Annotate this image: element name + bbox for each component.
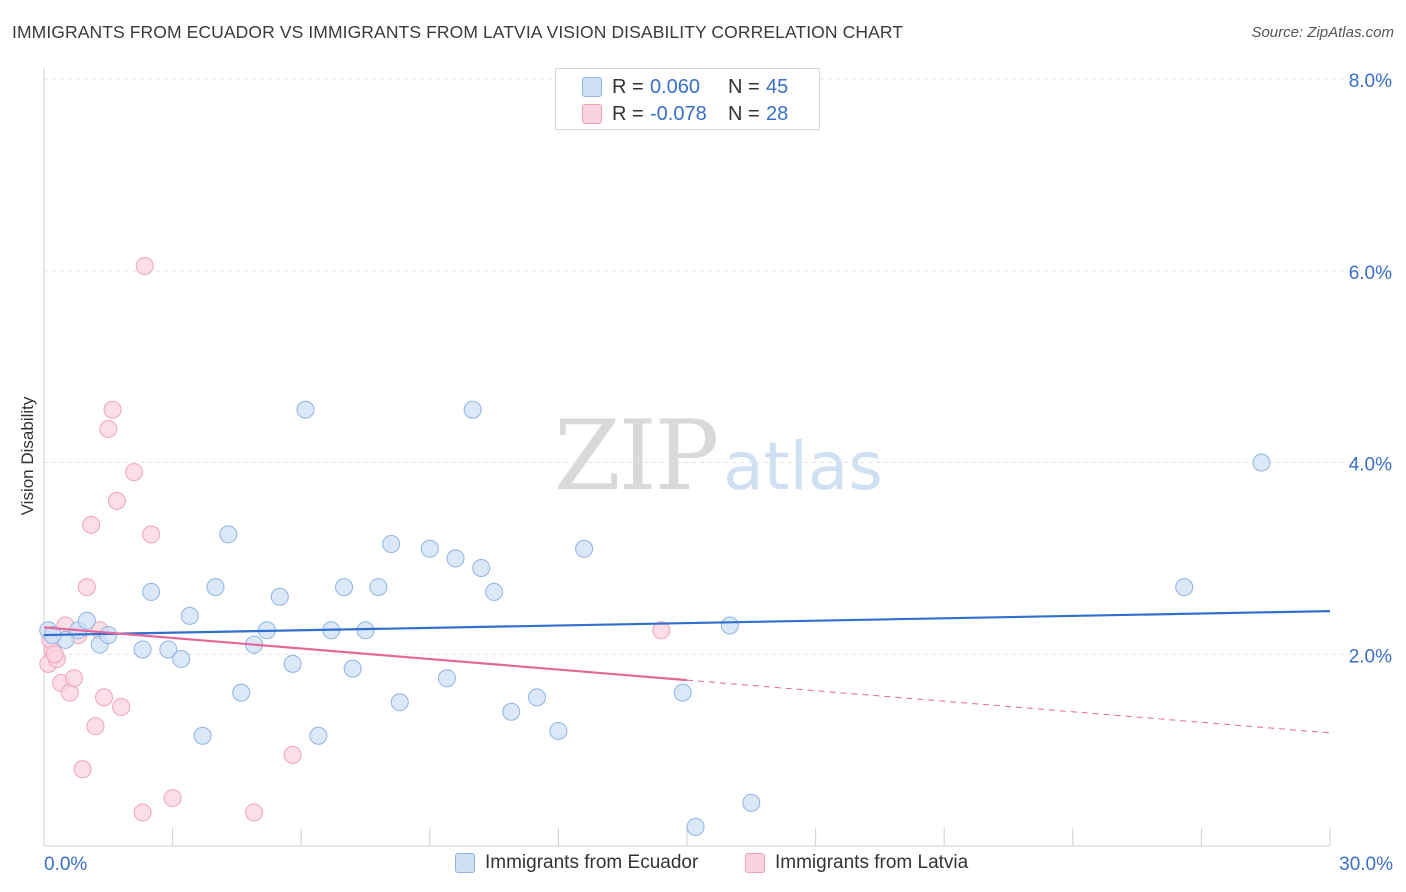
latvia-point [45,645,64,664]
ecuador-trendline [43,610,1331,637]
watermark-zip: ZIP [554,400,719,512]
ecuador-point [232,683,251,702]
ecuador-point [159,640,178,659]
latvia-point [125,463,144,482]
latvia-point [95,688,114,707]
x-tick-label: 30.0% [1339,854,1393,875]
series-legend: Immigrants from Ecuador Immigrants from … [0,852,1406,878]
latvia-point [99,419,118,438]
ecuador-point [343,659,362,678]
ecuador-point [309,726,328,745]
latvia-point [133,803,152,822]
ecuador-point [270,587,289,606]
ecuador-point [1252,453,1271,472]
y-axis-label: Vision Disability [18,396,37,516]
ecuador-point [527,688,546,707]
legend-row-latvia: R = -0.078 N = 28 [582,102,788,126]
latvia-point [82,515,101,534]
ecuador-point [206,578,225,597]
ecuador-swatch [582,77,602,97]
ecuador-point [463,400,482,419]
correlation-legend: R = 0.060 N = 45 R = -0.078 N = 28 [555,68,820,130]
ecuador-swatch [455,853,475,873]
x-tick-label: 0.0% [44,854,87,875]
latvia-point [73,760,92,779]
ecuador-point [437,669,456,688]
ecuador-point [142,582,161,601]
ecuador-point [420,539,439,558]
ecuador-point [369,578,388,597]
r-value-ecuador: 0.060 [650,75,701,98]
y-tick-label: 6.0% [1349,263,1392,284]
ecuador-point [382,534,401,553]
legend-item-latvia[interactable]: Immigrants from Latvia [745,852,968,874]
latvia-point [245,803,264,822]
latvia-point [103,400,122,419]
ecuador-point [180,606,199,625]
latvia-point [86,717,105,736]
ecuador-point [686,817,705,836]
n-label: N = [728,75,760,98]
ecuador-point [502,702,521,721]
ecuador-point [1175,578,1194,597]
n-label: N = [728,102,760,125]
ecuador-point [742,793,761,812]
ecuador-point [335,578,354,597]
ecuador-point [219,525,238,544]
y-tick-label: 4.0% [1349,455,1392,476]
ecuador-point [172,650,191,669]
r-value-latvia: -0.078 [650,102,707,125]
legend-row-ecuador: R = 0.060 N = 45 [582,75,788,99]
ecuador-point [133,640,152,659]
r-label: R = [612,102,644,125]
latvia-point [283,745,302,764]
r-label: R = [612,75,644,98]
latvia-point [163,789,182,808]
ecuador-point [575,539,594,558]
ecuador-point [296,400,315,419]
watermark-atlas: atlas [723,428,883,505]
ecuador-point [720,616,739,635]
ecuador-point [549,721,568,740]
ecuador-point [390,693,409,712]
watermark: ZIPatlas [554,400,883,512]
latvia-swatch [582,104,602,124]
chart-title: IMMIGRANTS FROM ECUADOR VS IMMIGRANTS FR… [12,22,904,42]
latvia-point [77,578,96,597]
legend-item-ecuador[interactable]: Immigrants from Ecuador [455,852,698,874]
n-value-latvia: 28 [766,102,789,125]
ecuador-point [472,558,491,577]
ecuador-point [77,611,96,630]
legend-label-ecuador: Immigrants from Ecuador [485,852,699,873]
latvia-point [112,697,131,716]
y-tick-label: 8.0% [1349,71,1392,92]
ecuador-point [485,582,504,601]
legend-label-latvia: Immigrants from Latvia [775,852,969,873]
latvia-point [652,621,671,640]
y-tick-label: 2.0% [1349,646,1392,667]
ecuador-point [446,549,465,568]
ecuador-point [283,654,302,673]
ecuador-point [673,683,692,702]
latvia-swatch [745,853,765,873]
latvia-point [107,491,126,510]
source-label: Source: ZipAtlas.com [1251,24,1394,41]
latvia-point [65,669,84,688]
latvia-trendline [43,626,688,682]
ecuador-point [193,726,212,745]
latvia-point [142,525,161,544]
latvia-point [135,256,154,275]
latvia-trendline-extension [686,679,1331,734]
n-value-ecuador: 45 [766,75,789,98]
